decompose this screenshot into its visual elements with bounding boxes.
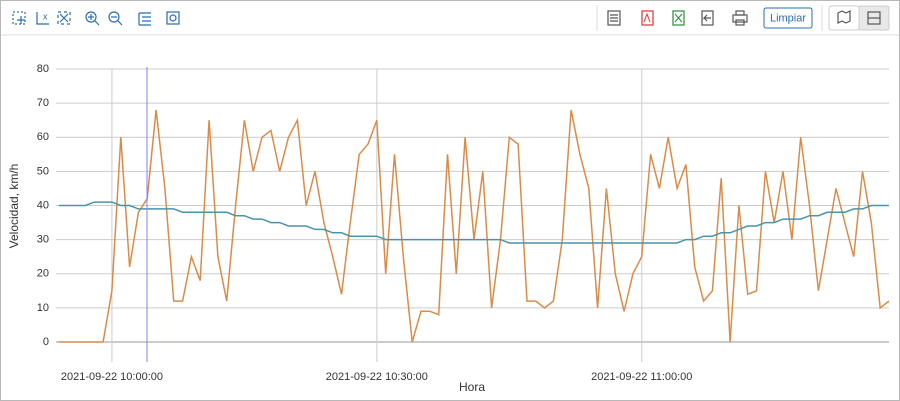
print-button[interactable] [732, 10, 748, 26]
doc-button[interactable] [607, 10, 621, 26]
clear-button-label[interactable]: Limpiar [770, 12, 806, 24]
export-button[interactable] [701, 10, 714, 26]
y-tick-label: 70 [37, 97, 49, 109]
chart-view-button[interactable] [858, 5, 890, 31]
x-tick-label: 2021-09-22 10:30:00 [326, 371, 428, 383]
pdf-button[interactable] [641, 10, 654, 26]
series-line [58, 109, 890, 343]
zoom-out-button[interactable] [108, 11, 123, 26]
x-tick-label: 2021-09-22 10:00:00 [61, 371, 163, 383]
clear-button[interactable]: Limpiar [763, 7, 813, 29]
zoom-in-button[interactable] [85, 11, 100, 26]
excel-button[interactable] [672, 10, 685, 26]
zoom-x-button[interactable]: x [36, 11, 49, 25]
x-axis-label: Hora [459, 380, 485, 394]
y-tick-label: 30 [37, 234, 49, 246]
toolbar [1, 1, 899, 35]
zoom-box-button[interactable] [12, 11, 26, 25]
y-axis-label: Velocidad, km/h [7, 164, 21, 249]
plot [58, 109, 890, 343]
svg-text:x: x [43, 11, 48, 21]
list-button[interactable] [138, 12, 151, 26]
y-tick-label: 20 [37, 268, 49, 280]
y-tick-label: 60 [37, 131, 49, 143]
series-line [58, 201, 889, 244]
fit-button[interactable] [57, 11, 71, 25]
target-button[interactable] [166, 11, 180, 25]
y-tick-label: 50 [37, 165, 49, 177]
y-tick-label: 10 [37, 302, 49, 314]
map-button[interactable] [828, 5, 860, 31]
x-tick-label: 2021-09-22 11:00:00 [591, 371, 692, 383]
y-tick-label: 40 [37, 199, 49, 211]
y-tick-label: 80 [37, 63, 49, 75]
y-tick-label: 0 [43, 336, 49, 348]
